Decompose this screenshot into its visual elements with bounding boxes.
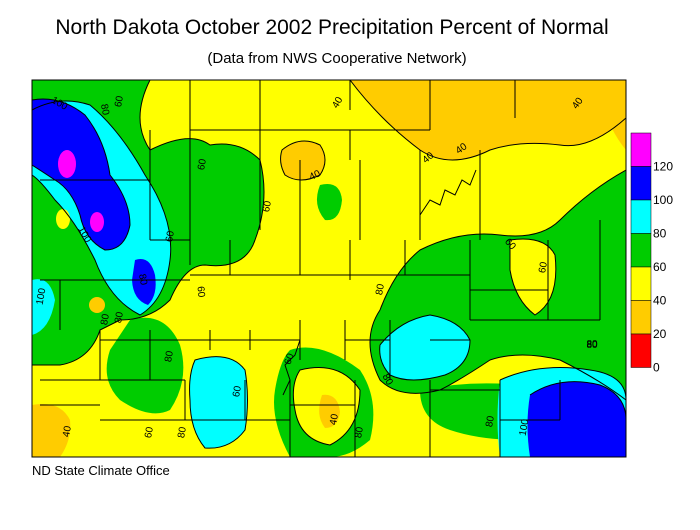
contour-label: 80 — [98, 103, 111, 116]
fill-40-60-west-dot — [56, 209, 70, 229]
contour-fills — [32, 80, 626, 457]
color-legend: 120 100 80 60 40 20 0 — [630, 132, 673, 375]
contour-label: 60 — [195, 286, 207, 298]
fill-20-40-southwest — [32, 404, 71, 457]
contour-label: 80 — [374, 283, 387, 296]
contour-label: 60 — [261, 200, 274, 213]
legend-tick-label: 80 — [653, 227, 667, 241]
contour-lines — [32, 80, 626, 449]
contour-label: 60 — [113, 95, 126, 108]
fill-20-40-north-center — [280, 141, 325, 180]
contour-label: 80 — [380, 372, 395, 388]
contour-label: 60 — [283, 352, 297, 367]
contour-label: 80 — [484, 415, 497, 428]
fill-120-plus-a — [58, 150, 76, 178]
fill-120-plus-b — [90, 212, 104, 232]
contour-label: 60 — [143, 426, 156, 439]
contour-label: 80 — [99, 313, 112, 326]
contour-label: 80 — [586, 340, 598, 351]
county-boundaries — [40, 80, 601, 457]
legend-swatch — [630, 266, 652, 301]
contour-label: 100 — [35, 287, 49, 306]
legend-swatch — [630, 300, 652, 335]
fill-100-120-west-pocket — [132, 259, 156, 305]
contour-label: 80 — [136, 273, 149, 286]
fill-80-100-west-edge — [32, 279, 55, 335]
fill-40-60-east-pocket — [510, 239, 556, 315]
legend-tick-label: 20 — [653, 327, 667, 341]
legend-tick-label: 100 — [653, 193, 673, 207]
fill-20-40-northeast-edge — [596, 80, 626, 150]
contour-label: 100 — [518, 418, 532, 437]
contour-label: 60 — [164, 230, 177, 243]
legend-swatch — [630, 199, 652, 234]
legend-tick-label: 0 — [653, 361, 660, 375]
legend-tick-label: 120 — [653, 160, 673, 174]
contour-label: 40 — [328, 413, 341, 426]
fill-20-40-northeast — [350, 80, 626, 160]
contour-label: 60 — [537, 261, 550, 274]
legend-swatch — [630, 233, 652, 268]
contour-label: 80 — [163, 350, 176, 363]
fill-20-40-south-pocket — [319, 394, 340, 428]
map-frame — [31, 79, 627, 458]
fill-100-120-southeast — [527, 381, 626, 457]
contour-label: 60 — [196, 158, 209, 171]
fill-60-80-southwest — [106, 317, 184, 414]
fill-80-100-east-central — [379, 315, 470, 380]
contour-label: 40 — [61, 425, 74, 438]
contour-label: 40 — [308, 168, 323, 183]
contour-label: 80 — [586, 339, 598, 350]
credit-text: ND State Climate Office — [32, 463, 170, 478]
fill-100-120-northwest — [32, 99, 130, 250]
contour-label: 60 — [231, 385, 244, 398]
legend-tick-label: 60 — [653, 260, 667, 274]
fill-40-60-small-dot — [430, 433, 438, 445]
fill-80-100-south-central — [189, 356, 248, 449]
contour-label: 80 — [353, 426, 366, 439]
map-title: North Dakota October 2002 Precipitation … — [55, 16, 609, 39]
legend-tick-label: 40 — [653, 294, 667, 308]
contour-label: 80 — [113, 311, 126, 324]
contour-label: 80 — [176, 426, 189, 439]
fill-60-80-center — [316, 184, 342, 221]
contour-label: 40 — [330, 95, 345, 111]
legend-swatch — [630, 132, 652, 167]
fill-20-40-west-dot — [89, 297, 105, 313]
legend-swatch — [630, 166, 652, 201]
map-subtitle: (Data from NWS Cooperative Network) — [207, 50, 467, 67]
legend-swatch — [630, 333, 652, 368]
